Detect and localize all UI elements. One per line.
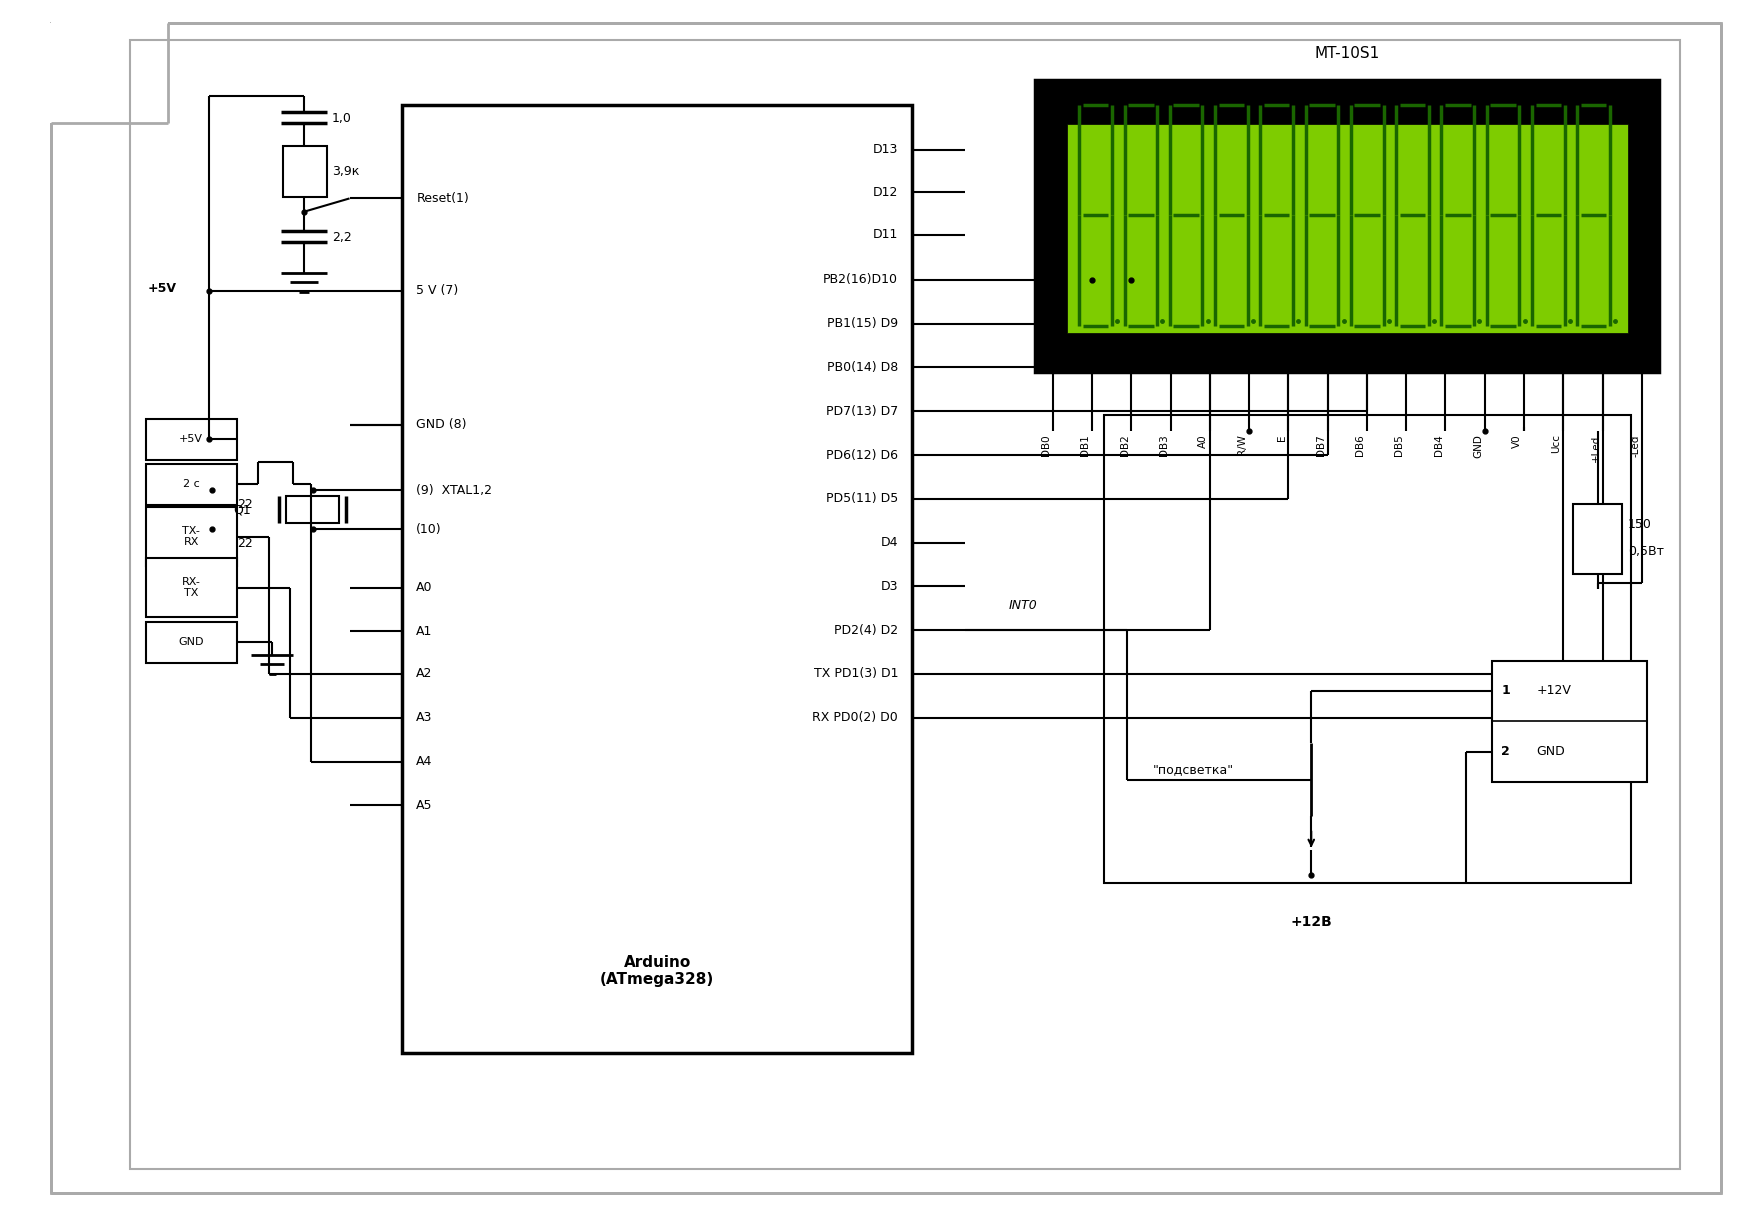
Text: GND: GND <box>1472 434 1483 458</box>
Text: A2: A2 <box>416 668 433 680</box>
Text: Ucc: Ucc <box>1551 434 1562 453</box>
Text: 1,0: 1,0 <box>331 112 352 124</box>
Bar <box>284 146 326 197</box>
Text: (9)  XTAL1,2: (9) XTAL1,2 <box>416 484 493 497</box>
Text: DB1: DB1 <box>1079 434 1090 456</box>
Bar <box>146 558 238 617</box>
Text: DB4: DB4 <box>1433 434 1444 456</box>
Text: +5V: +5V <box>180 434 203 444</box>
Text: +Led: +Led <box>1590 434 1601 462</box>
Text: PD5(11) D5: PD5(11) D5 <box>826 492 898 506</box>
Text: RX-
TX: RX- TX <box>181 577 201 599</box>
Bar <box>1573 503 1622 574</box>
Text: DB7: DB7 <box>1315 434 1326 456</box>
Text: 0,5Вт: 0,5Вт <box>1627 545 1664 557</box>
Text: RX PD0(2) D0: RX PD0(2) D0 <box>812 711 898 724</box>
Bar <box>1104 414 1631 883</box>
Text: A4: A4 <box>416 755 433 768</box>
Bar <box>146 507 238 566</box>
Text: -Led: -Led <box>1631 434 1639 457</box>
Text: D13: D13 <box>873 144 898 156</box>
Text: (10): (10) <box>416 523 442 535</box>
Text: TX-
RX: TX- RX <box>183 525 201 547</box>
Text: PD6(12) D6: PD6(12) D6 <box>826 449 898 462</box>
Text: D4: D4 <box>880 536 898 549</box>
Text: PD2(4) D2: PD2(4) D2 <box>835 624 898 636</box>
Text: DB0: DB0 <box>1041 434 1051 456</box>
Bar <box>1492 661 1647 783</box>
Text: D11: D11 <box>873 228 898 241</box>
Text: TX PD1(3) D1: TX PD1(3) D1 <box>814 668 898 680</box>
Text: GND: GND <box>1536 745 1566 758</box>
Text: PB1(15) D9: PB1(15) D9 <box>828 317 898 330</box>
Bar <box>130 40 1680 1169</box>
Text: 2: 2 <box>1500 745 1509 758</box>
Text: E: E <box>1277 434 1287 441</box>
Text: 5 V (7): 5 V (7) <box>416 284 458 297</box>
Bar <box>1067 124 1627 334</box>
Text: R/W: R/W <box>1238 434 1247 455</box>
Text: +5V: +5V <box>148 282 176 295</box>
Bar <box>1035 80 1659 372</box>
Text: D3: D3 <box>880 580 898 592</box>
Text: PB2(16)D10: PB2(16)D10 <box>822 273 898 286</box>
Text: 16: 16 <box>1629 344 1645 357</box>
Text: MT-10S1: MT-10S1 <box>1315 46 1381 61</box>
Text: +12V: +12V <box>1536 685 1571 697</box>
Bar <box>146 418 238 460</box>
Text: A3: A3 <box>416 711 433 724</box>
Text: V0: V0 <box>1513 434 1522 449</box>
Text: 150: 150 <box>1627 518 1652 530</box>
Text: D12: D12 <box>873 185 898 199</box>
Text: GND: GND <box>178 638 204 647</box>
Text: Q1: Q1 <box>232 503 252 517</box>
Text: 22: 22 <box>238 499 254 512</box>
Text: INT0: INT0 <box>1009 600 1037 612</box>
Text: A1: A1 <box>416 625 433 638</box>
Text: A5: A5 <box>416 798 433 812</box>
Text: 3,9к: 3,9к <box>331 165 359 178</box>
Text: DB6: DB6 <box>1356 434 1365 456</box>
Bar <box>146 463 238 505</box>
Bar <box>402 105 912 1053</box>
Text: A0: A0 <box>416 581 433 594</box>
Text: DB5: DB5 <box>1395 434 1405 456</box>
Text: DB3: DB3 <box>1159 434 1169 456</box>
Text: +12В: +12В <box>1291 914 1331 929</box>
Bar <box>146 622 238 663</box>
Text: DB2: DB2 <box>1120 434 1129 456</box>
Text: GND (8): GND (8) <box>416 418 467 432</box>
Text: Arduino
(ATmega328): Arduino (ATmega328) <box>601 954 715 987</box>
Bar <box>287 496 338 523</box>
Text: "подсветка": "подсветка" <box>1153 763 1234 777</box>
Text: 1: 1 <box>1500 685 1509 697</box>
Text: 1: 1 <box>1050 344 1057 357</box>
Text: 2,2: 2,2 <box>331 230 352 244</box>
Text: 22: 22 <box>238 538 254 550</box>
Text: 2 c: 2 c <box>183 479 199 489</box>
Text: Reset(1): Reset(1) <box>416 191 468 205</box>
Text: PD7(13) D7: PD7(13) D7 <box>826 405 898 418</box>
Text: PB0(14) D8: PB0(14) D8 <box>828 361 898 374</box>
Text: A0: A0 <box>1197 434 1208 449</box>
